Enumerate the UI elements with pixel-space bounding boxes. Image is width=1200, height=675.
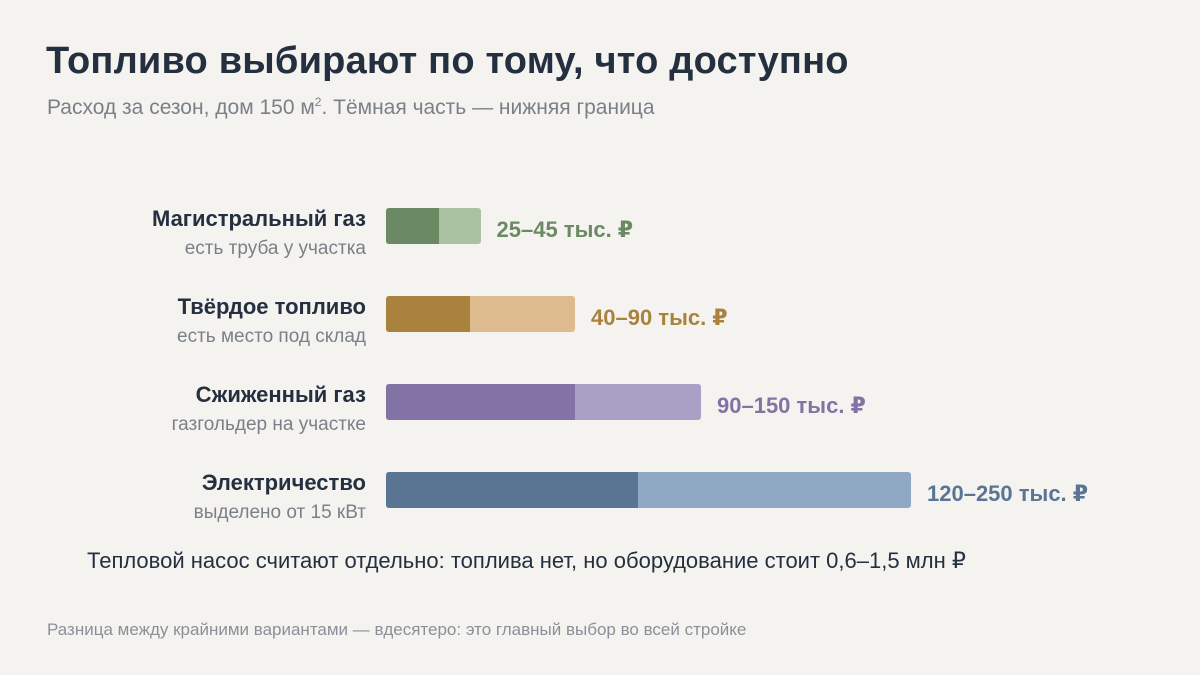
bar-lower-bound — [386, 296, 470, 332]
footer-note: Разница между крайними вариантами — вдес… — [47, 620, 747, 639]
category-label: Твёрдое топливо есть место под склад — [177, 293, 366, 351]
category-name: Электричество — [201, 470, 366, 495]
chart-row: Электричество выделено от 15 кВт 120–250 т… — [0, 469, 1200, 549]
bar-value-label: 40–90 тыс. ₽ — [591, 305, 728, 330]
category-name: Сжиженный газ — [195, 382, 366, 407]
category-name: Магистральный газ — [151, 206, 366, 231]
category-label: Электричество выделено от 15 кВт — [194, 469, 366, 527]
bar-value-label: 90–150 тыс. ₽ — [717, 393, 866, 418]
chart-row: Твёрдое топливо есть место под склад 40–90… — [0, 293, 1200, 373]
bar-value-label: 25–45 тыс. ₽ — [496, 217, 634, 242]
chart-subtitle: Расход за сезон, дом 150 м2. Тёмная част… — [47, 96, 655, 120]
subtitle-superscript: 2 — [314, 95, 322, 109]
category-note: выделено от 15 кВт — [193, 502, 366, 523]
heat-pump-note: Тепловой насос считают отдельно: топлива… — [87, 548, 966, 573]
category-label: Сжиженный газ газгольдер на участке — [172, 381, 366, 439]
chart-row: Магистральный газ есть труба у участка 25–… — [0, 205, 1200, 285]
subtitle-rest: . Тёмная часть — нижняя граница — [321, 96, 655, 119]
bar-lower-bound — [386, 384, 575, 420]
chart-row: Сжиженный газ газгольдер на участке 90–150… — [0, 381, 1200, 461]
category-note: есть место под склад — [177, 326, 366, 347]
category-label: Магистральный газ есть труба у участка — [152, 205, 366, 263]
category-note: есть труба у участка — [184, 238, 366, 259]
category-note: газгольдер на участке — [171, 414, 366, 435]
bar-lower-bound — [386, 208, 439, 244]
bar-lower-bound — [386, 472, 638, 508]
category-name: Твёрдое топливо — [177, 294, 366, 319]
subtitle-main: Расход за сезон, дом 150 м — [47, 96, 315, 119]
chart-title: Топливо выбирают по тому, что доступно — [46, 40, 849, 82]
bar-value-label: 120–250 тыс. ₽ — [927, 481, 1089, 506]
